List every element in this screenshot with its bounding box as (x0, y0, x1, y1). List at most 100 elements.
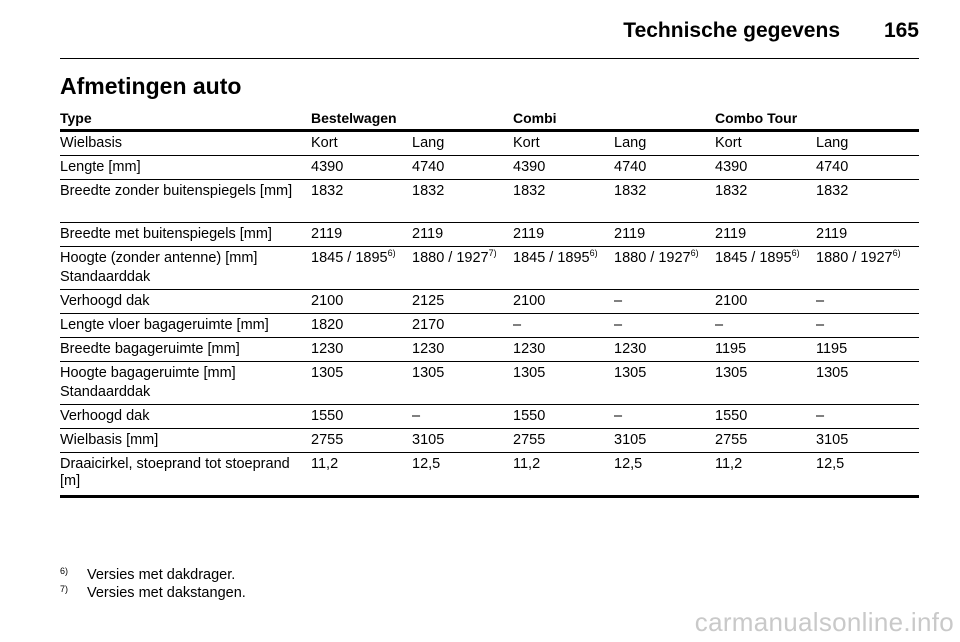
table-cell: – (816, 289, 919, 314)
column-header (614, 108, 715, 132)
table-cell: Kort (513, 130, 614, 156)
table-cell: 1305 (715, 361, 816, 405)
table-cell: 1195 (816, 337, 919, 362)
table-row: Wielbasis [mm] 2755 3105 2755 3105 2755 3105 (60, 428, 919, 453)
table-cell: – (614, 404, 715, 429)
footnote-reference: 6) (791, 248, 800, 259)
cell-value: 1195 (715, 341, 747, 357)
cell-value: 1832 (311, 183, 344, 199)
row-label-text: Draaicirkel, stoeprand tot stoeprand [m] (60, 456, 290, 489)
footnote-reference: 6) (892, 248, 901, 259)
table-cell: – (715, 313, 816, 338)
column-header: Combi (513, 108, 614, 132)
cell-value: – (816, 317, 825, 333)
cell-value: 1195 (816, 341, 848, 357)
dimensions-table: Type Bestelwagen Combi Combo Tour Wielba… (60, 108, 919, 498)
table-cell: 2100 (513, 289, 614, 314)
table-cell: 1550 (513, 404, 614, 429)
cell-value: 2119 (513, 226, 545, 242)
cell-value: 1305 (513, 365, 546, 381)
cell-value: 1845 / 1895 (513, 250, 590, 266)
row-label-text: Hoogte (zonder antenne) [mm] (60, 250, 258, 266)
table-cell: 1845 / 18956) (513, 246, 614, 290)
cell-value: – (816, 293, 825, 309)
table-cell: 2100 (311, 289, 412, 314)
table-cell: Kort (311, 130, 412, 156)
table-cell: 1880 / 19276) (816, 246, 919, 290)
cell-value: 3105 (412, 432, 445, 448)
cell-value: 2100 (513, 293, 546, 309)
row-label-text: Breedte zonder buitenspiegels [mm] (60, 183, 293, 199)
cell-value: – (412, 408, 421, 424)
table-row: Verhoogd dak 1550 – 1550 – 1550 – (60, 404, 919, 429)
cell-value: – (614, 293, 623, 309)
cell-value: 1832 (816, 183, 849, 199)
table-cell: 2119 (816, 222, 919, 247)
table-cell: 12,5 (412, 452, 513, 498)
table-cell: 3105 (816, 428, 919, 453)
table-cell: 1305 (412, 361, 513, 405)
row-label: Wielbasis [mm] (60, 428, 311, 453)
cell-value: 11,2 (311, 456, 339, 472)
cell-value: 4740 (816, 159, 849, 175)
table-cell: 2119 (513, 222, 614, 247)
table-row: Wielbasis Kort Lang Kort Lang Kort Lang (60, 130, 919, 156)
table-row: Lengte [mm] 4390 4740 4390 4740 4390 4740 (60, 155, 919, 180)
cell-value: 1880 / 1927 (614, 250, 691, 266)
row-label-text: Wielbasis (60, 135, 123, 151)
cell-value: 2119 (311, 226, 343, 242)
row-label: Verhoogd dak (60, 404, 311, 429)
cell-value: 2170 (412, 317, 445, 333)
cell-value: – (816, 408, 825, 424)
row-label: Verhoogd dak (60, 289, 311, 314)
row-label: Breedte bagageruimte [mm] (60, 337, 311, 362)
cell-value: Kort (311, 135, 338, 151)
cell-value: 1230 (614, 341, 647, 357)
table-cell: 12,5 (816, 452, 919, 498)
column-header (816, 108, 919, 132)
column-header: Bestelwagen (311, 108, 412, 132)
table-cell: 1550 (311, 404, 412, 429)
table-cell: 2119 (311, 222, 412, 247)
table-cell: 1832 (311, 179, 412, 223)
table-cell: 1230 (614, 337, 715, 362)
cell-value: 1550 (513, 408, 546, 424)
row-label: Breedte met buitenspiegels [mm] (60, 222, 311, 247)
table-cell: 1880 / 19277) (412, 246, 513, 290)
cell-value: 3105 (614, 432, 647, 448)
table-cell: – (412, 404, 513, 429)
table-row: Hoogte (zonder antenne) [mm] Standaarddak… (60, 246, 919, 290)
table-cell: 4390 (513, 155, 614, 180)
cell-value: 12,5 (412, 456, 441, 472)
table-cell: Lang (412, 130, 513, 156)
footnote-text: Versies met dakdrager. (87, 567, 236, 583)
cell-value: 2119 (614, 226, 646, 242)
cell-value: 1845 / 1895 (715, 250, 792, 266)
cell-value: 2755 (513, 432, 546, 448)
table-cell: 1230 (513, 337, 614, 362)
cell-value: Lang (614, 135, 647, 151)
row-label: Wielbasis (60, 130, 311, 156)
table-header-row: Type Bestelwagen Combi Combo Tour (60, 108, 919, 132)
cell-value: 2100 (715, 293, 748, 309)
table-cell: – (513, 313, 614, 338)
table-cell: 1305 (614, 361, 715, 405)
cell-value: 1305 (715, 365, 748, 381)
table-cell: 1832 (614, 179, 715, 223)
table-cell: 1832 (816, 179, 919, 223)
table-body: Wielbasis Kort Lang Kort Lang Kort Lang Lengte … (60, 130, 919, 498)
header-divider (60, 58, 919, 59)
cell-value: – (513, 317, 522, 333)
row-label-text: Lengte vloer bagageruimte [mm] (60, 317, 269, 333)
row-label-text: Breedte bagageruimte [mm] (60, 341, 240, 357)
page-header-title: Technische gegevens (623, 19, 840, 42)
table-cell: 11,2 (513, 452, 614, 498)
cell-value: 1880 / 1927 (816, 250, 893, 266)
table-cell: 1305 (311, 361, 412, 405)
page-number: 165 (883, 19, 919, 42)
footnote-reference: 6) (387, 248, 396, 259)
footnote-marker: 7) (60, 584, 69, 594)
row-sublabel: Standaarddak (60, 269, 151, 285)
row-label: Lengte vloer bagageruimte [mm] (60, 313, 311, 338)
table-cell: Lang (614, 130, 715, 156)
